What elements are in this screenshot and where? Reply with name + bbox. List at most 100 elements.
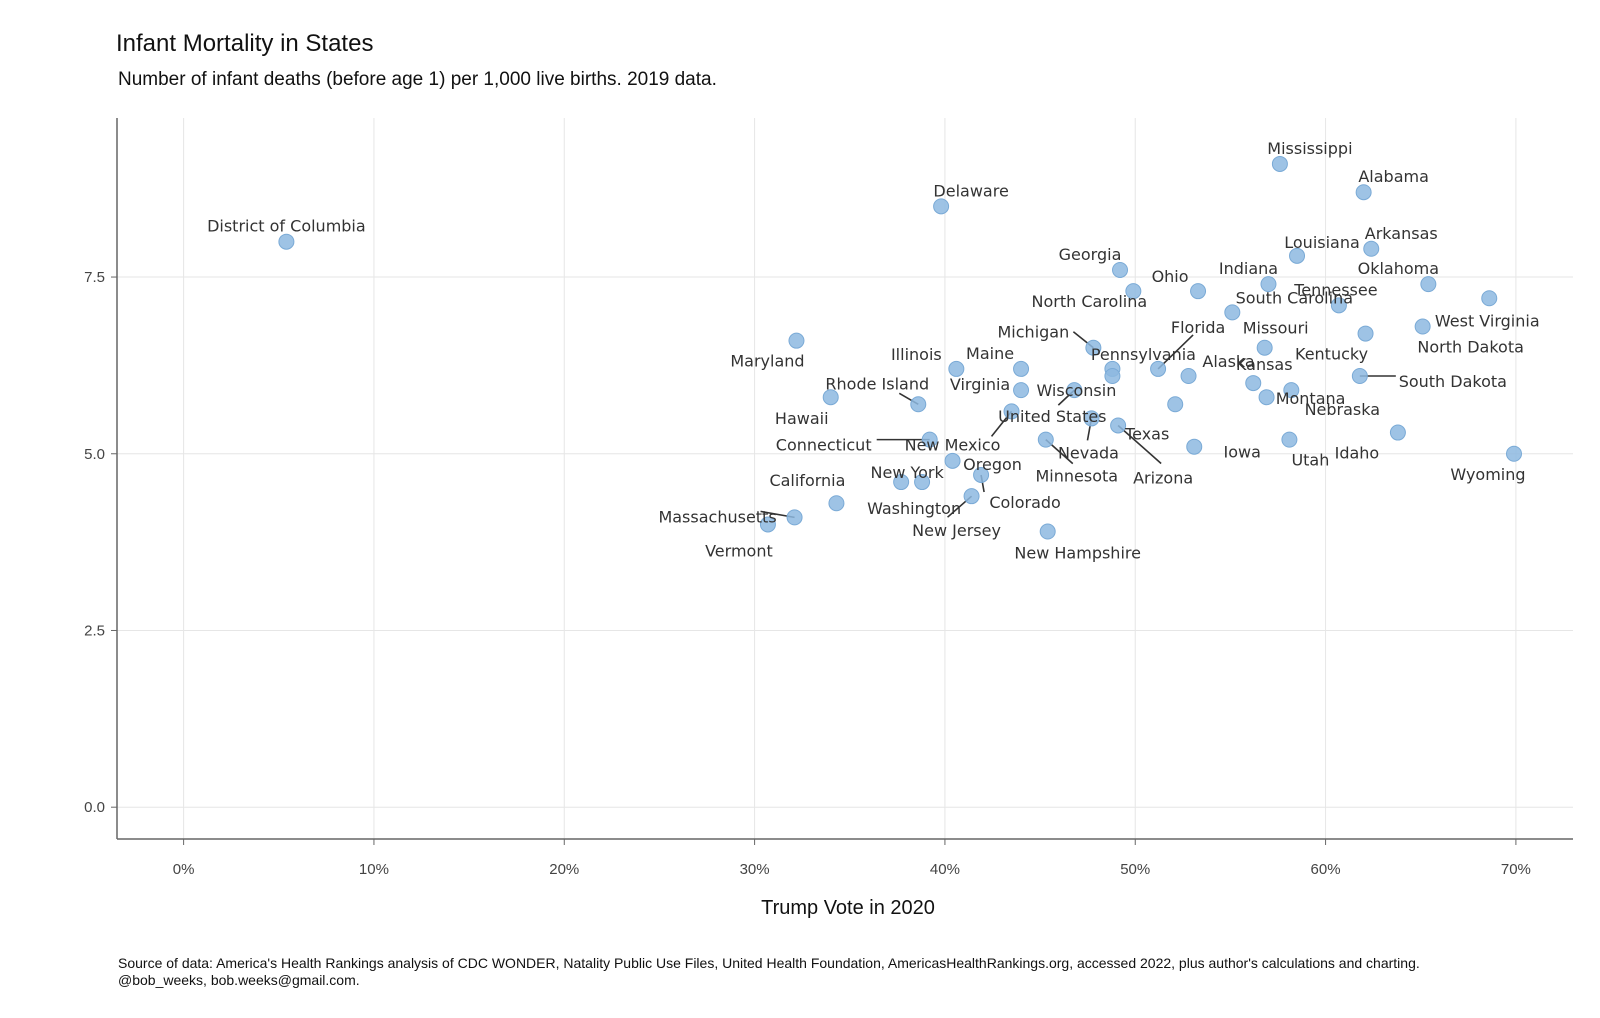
point-label: Connecticut [776, 436, 872, 455]
data-point [1003, 403, 1020, 420]
x-tick-label: 40% [930, 861, 960, 878]
data-point [1357, 325, 1374, 342]
x-tick-label: 0% [173, 861, 195, 878]
point-label: Florida [1171, 318, 1225, 337]
data-point [914, 474, 931, 491]
leader-line [1157, 334, 1194, 370]
data-point [1150, 360, 1167, 377]
data-points [278, 155, 1522, 540]
x-tick-label: 10% [359, 861, 389, 878]
data-point [948, 360, 965, 377]
x-tick-label: 50% [1120, 861, 1150, 878]
point-label: Maine [966, 344, 1014, 363]
point-label: New Jersey [912, 521, 1001, 540]
y-tick-label: 0.0 [84, 799, 105, 816]
point-label: California [769, 471, 845, 490]
point-label: Louisiana [1284, 233, 1360, 252]
point-label: Montana [1276, 389, 1346, 408]
data-point [1330, 297, 1347, 314]
point-label: Nevada [1058, 443, 1119, 462]
chart-subtitle: Number of infant deaths (before age 1) p… [118, 69, 717, 90]
point-label: Wisconsin [1036, 381, 1116, 400]
point-label: Pennsylvania [1091, 345, 1196, 364]
data-point [1289, 247, 1306, 264]
data-point [278, 233, 295, 250]
x-axis-title: Trump Vote in 2020 [761, 897, 935, 919]
point-label: Oregon [963, 455, 1022, 474]
data-point [1283, 382, 1300, 399]
point-label: South Dakota [1399, 372, 1507, 391]
data-point [759, 516, 776, 533]
x-tick-label: 70% [1501, 861, 1531, 878]
point-label: Wyoming [1450, 465, 1525, 484]
data-point [944, 452, 961, 469]
data-point [1281, 431, 1298, 448]
point-label: Maryland [730, 352, 804, 371]
point-label: North Carolina [1032, 292, 1148, 311]
point-label: Oklahoma [1358, 259, 1439, 278]
point-label: Kansas [1236, 355, 1293, 374]
point-label: Delaware [933, 181, 1008, 200]
data-point [1013, 382, 1030, 399]
data-point [1186, 438, 1203, 455]
point-label: Massachusetts [658, 507, 776, 526]
point-label: West Virginia [1435, 311, 1540, 330]
data-point [1104, 368, 1121, 385]
data-point [963, 488, 980, 505]
data-point [1112, 261, 1129, 278]
point-label: Colorado [989, 493, 1061, 512]
point-label: Nebraska [1305, 400, 1380, 419]
data-point [1481, 290, 1498, 307]
point-label: Iowa [1224, 443, 1261, 462]
point-label: Mississippi [1267, 139, 1352, 158]
data-point [786, 509, 803, 526]
point-label: Vermont [705, 541, 773, 560]
point-label: South Carolina [1236, 288, 1353, 307]
data-point [1167, 396, 1184, 413]
y-tick-label: 2.5 [84, 622, 105, 639]
x-tick-label: 30% [740, 861, 770, 878]
data-point [973, 466, 990, 483]
point-label: New York [871, 463, 945, 482]
point-label: Missouri [1243, 319, 1309, 338]
chart-title: Infant Mortality in States [116, 30, 374, 57]
data-point [921, 431, 938, 448]
point-label: Tennessee [1293, 280, 1377, 299]
data-point [1085, 339, 1102, 356]
point-label: Utah [1291, 451, 1329, 470]
data-point [1083, 410, 1100, 427]
grid-lines [117, 118, 1573, 839]
data-point [822, 389, 839, 406]
data-point [1013, 360, 1030, 377]
point-label: Alabama [1358, 167, 1429, 186]
point-label: Hawaii [775, 409, 829, 428]
point-label: Michigan [998, 323, 1070, 342]
point-label: Washington [867, 499, 961, 518]
point-label: Virginia [950, 375, 1010, 394]
data-point [1260, 276, 1277, 293]
data-point [1271, 155, 1288, 172]
data-point [1256, 339, 1273, 356]
data-point [1125, 283, 1142, 300]
data-point [1258, 389, 1275, 406]
point-label: Kentucky [1295, 345, 1368, 364]
data-point [1355, 184, 1372, 201]
data-point [1180, 368, 1197, 385]
point-label: United States [998, 407, 1106, 426]
data-point [893, 474, 910, 491]
point-label: Texas [1124, 424, 1169, 443]
point-label: Minnesota [1036, 467, 1119, 486]
data-point [1351, 368, 1368, 385]
point-label: Arkansas [1365, 224, 1438, 243]
data-point [1245, 375, 1262, 392]
point-label: Arizona [1133, 468, 1193, 487]
data-point [1224, 304, 1241, 321]
data-point [1039, 523, 1056, 540]
data-point [910, 396, 927, 413]
point-label: District of Columbia [207, 217, 366, 236]
point-label: Georgia [1059, 245, 1122, 264]
point-label: North Dakota [1417, 338, 1524, 357]
point-label: Idaho [1335, 444, 1380, 463]
y-tick-label: 7.5 [84, 269, 105, 286]
